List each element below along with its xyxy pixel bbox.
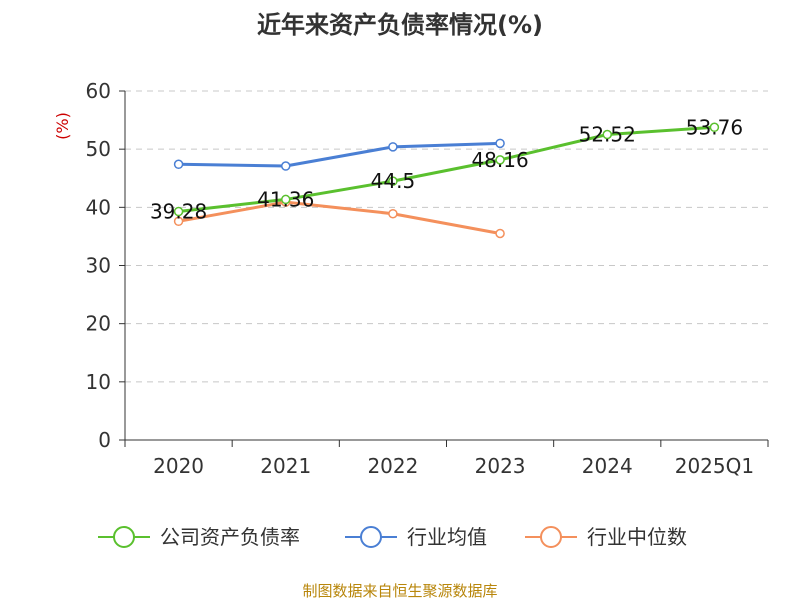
axes (119, 90, 769, 447)
x-tick-label: 2022 (367, 454, 418, 478)
y-tick-label: 30 (86, 254, 111, 278)
legend-label: 行业均值 (407, 525, 487, 549)
x-tick-label: 2024 (582, 454, 633, 478)
series-points (173, 122, 720, 239)
y-tick-label: 10 (86, 370, 111, 394)
data-point (281, 161, 291, 171)
x-tick-labels: 2020 2021 2022 2023 2024 2025Q1 (153, 454, 754, 478)
data-point (388, 142, 398, 152)
legend-swatch-marker (360, 526, 382, 548)
legend[interactable]: 公司资产负债率 行业均值 行业中位数 (98, 525, 687, 549)
series-line-0 (178, 125, 715, 214)
y-tick-label: 60 (86, 79, 111, 103)
x-tick-label: 2023 (475, 454, 526, 478)
y-tick-label: 40 (86, 195, 111, 219)
data-point (388, 208, 398, 219)
series-line-1 (178, 141, 501, 168)
x-tick-label: 2025Q1 (675, 454, 754, 478)
data-point (173, 159, 184, 170)
legend-item-2[interactable]: 行业中位数 (525, 525, 687, 549)
data-point (173, 216, 184, 227)
data-point (709, 122, 720, 133)
data-label: 52.52 (579, 123, 636, 147)
y-tick-label: 20 (86, 312, 111, 336)
data-label: 39.28 (150, 200, 207, 224)
data-point (495, 138, 505, 149)
legend-swatch-marker (540, 526, 562, 548)
data-point (388, 176, 398, 186)
series-lines (178, 125, 715, 235)
data-label: 53.76 (686, 115, 743, 139)
data-labels: 39.28 41.36 44.5 48.16 52.52 53.76 (150, 115, 743, 223)
data-point (281, 194, 291, 205)
legend-item-1[interactable]: 行业均值 (345, 525, 487, 549)
x-tick-label: 2021 (260, 454, 311, 478)
y-tick-labels: 0 10 20 30 40 50 60 (86, 79, 111, 452)
y-tick-label: 50 (86, 137, 111, 161)
source-note: 制图数据来自恒生聚源数据库 (302, 582, 497, 600)
legend-label: 行业中位数 (587, 525, 687, 549)
data-label: 41.36 (257, 187, 314, 211)
data-point (495, 228, 505, 239)
data-point (173, 206, 184, 217)
y-tick-label: 0 (98, 428, 111, 452)
x-tick-label: 2020 (153, 454, 204, 478)
chart-title: 近年来资产负债率情况(%) (257, 11, 543, 39)
series-line-2 (178, 200, 501, 235)
data-point (602, 129, 612, 140)
grid-lines (125, 90, 768, 383)
data-point (495, 155, 505, 165)
data-label: 48.16 (471, 148, 528, 172)
y-axis-label: (%) (53, 112, 72, 140)
data-label: 44.5 (371, 169, 416, 193)
legend-label: 公司资产负债率 (160, 525, 300, 549)
legend-item-0[interactable]: 公司资产负债率 (98, 525, 300, 549)
legend-swatch-marker (113, 526, 135, 548)
